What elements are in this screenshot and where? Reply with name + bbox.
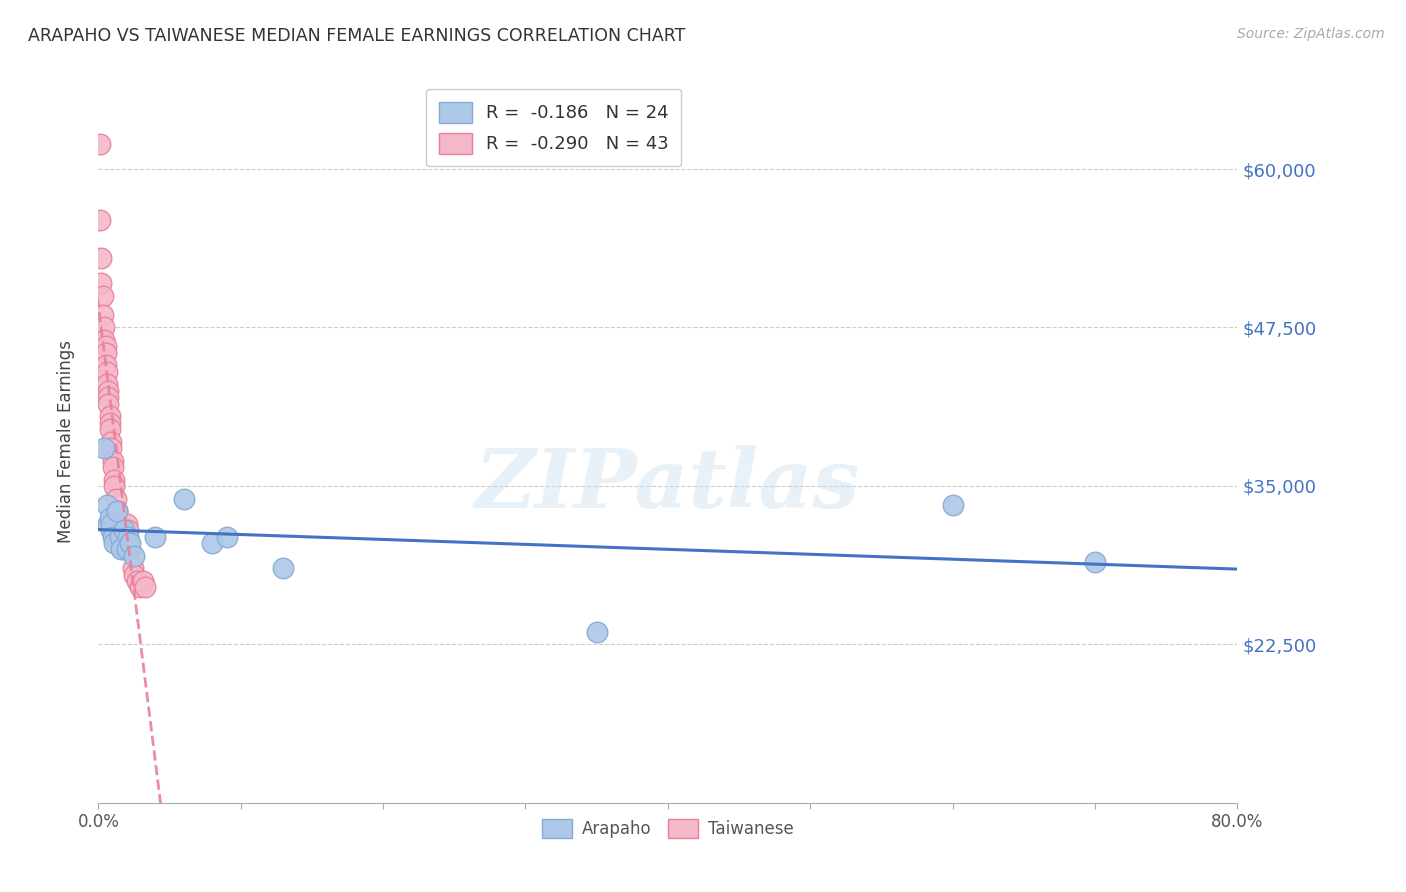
Point (90, 251, 112, 265)
Point (105, 504, 128, 518)
Point (121, 561, 143, 575)
Point (117, 530, 139, 544)
Point (100, 441, 122, 455)
Point (103, 479, 125, 493)
Point (115, 516, 138, 531)
Point (98, 422, 121, 436)
Point (94, 339, 117, 353)
Point (110, 542, 132, 557)
Point (1084, 555, 1107, 569)
Point (273, 561, 295, 575)
Point (91, 308, 114, 322)
Point (103, 536, 125, 550)
Point (122, 567, 145, 582)
Point (105, 504, 128, 518)
Point (98, 409, 121, 424)
Point (108, 530, 131, 544)
Point (96, 498, 118, 512)
Point (91, 289, 114, 303)
Point (108, 523, 131, 537)
Point (103, 473, 125, 487)
Point (101, 530, 124, 544)
Point (215, 530, 238, 544)
Point (96, 377, 118, 392)
Point (97, 390, 120, 404)
Point (100, 434, 122, 449)
Point (89, 136, 111, 151)
Point (101, 453, 124, 467)
Point (118, 542, 141, 557)
Point (93, 441, 115, 455)
Point (97, 384, 120, 398)
Point (101, 459, 124, 474)
Point (93, 333, 115, 347)
Point (118, 536, 141, 550)
Point (115, 542, 138, 557)
Point (98, 510, 121, 524)
Point (90, 276, 112, 290)
Point (105, 504, 128, 518)
Point (107, 516, 129, 531)
Point (114, 542, 136, 557)
Point (145, 530, 167, 544)
Text: ARAPAHO VS TAIWANESE MEDIAN FEMALE EARNINGS CORRELATION CHART: ARAPAHO VS TAIWANESE MEDIAN FEMALE EARNI… (28, 27, 686, 45)
Point (131, 574, 153, 588)
Y-axis label: Median Female Earnings: Median Female Earnings (56, 340, 75, 543)
Point (134, 580, 156, 594)
Point (94, 346, 117, 360)
Point (201, 536, 224, 550)
Point (117, 523, 139, 537)
Point (100, 523, 122, 537)
Legend: Arapaho, Taiwanese: Arapaho, Taiwanese (536, 813, 800, 845)
Point (173, 491, 195, 506)
Point (97, 516, 120, 531)
Point (98, 416, 121, 430)
Point (122, 549, 145, 563)
Point (89, 212, 111, 227)
Point (585, 624, 607, 639)
Point (111, 536, 134, 550)
Point (112, 542, 135, 557)
Point (942, 498, 965, 512)
Point (125, 574, 148, 588)
Point (112, 523, 135, 537)
Point (100, 516, 122, 531)
Point (128, 580, 150, 594)
Point (94, 359, 117, 373)
Text: ZIPatlas: ZIPatlas (475, 445, 860, 524)
Point (104, 491, 127, 506)
Point (96, 365, 118, 379)
Point (110, 530, 132, 544)
Point (97, 396, 120, 410)
Text: Source: ZipAtlas.com: Source: ZipAtlas.com (1237, 27, 1385, 41)
Point (93, 320, 115, 334)
